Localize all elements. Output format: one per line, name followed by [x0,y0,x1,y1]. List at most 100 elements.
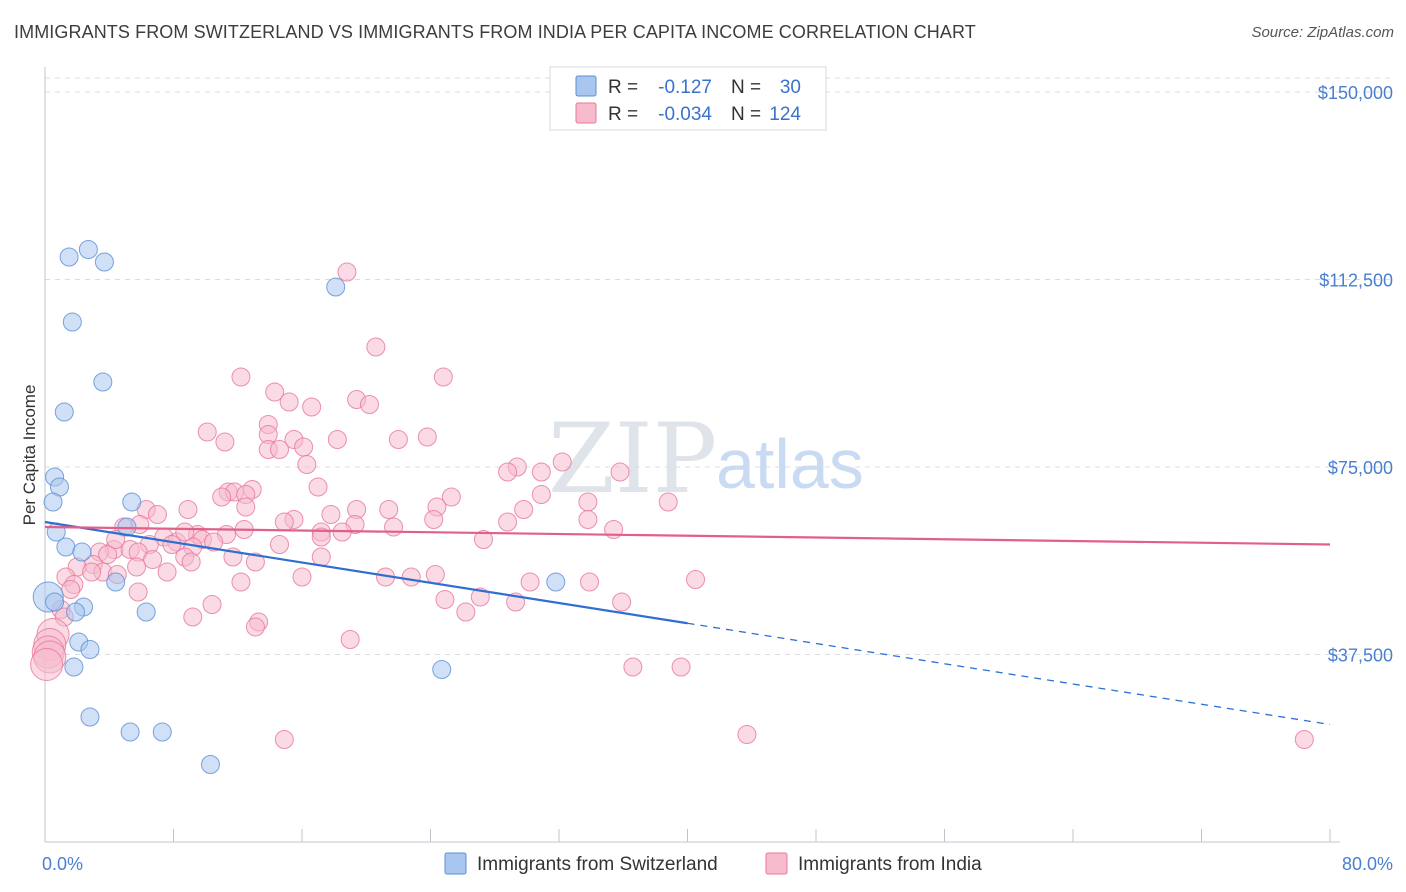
y-tick-label: $37,500 [1328,646,1393,666]
trend-lines [44,520,1331,726]
india-point [202,595,222,614]
axes [44,67,1340,843]
watermark: ZIP atlas [548,403,864,515]
switzerland-point [45,592,65,612]
switzerland-point [93,372,113,392]
switzerland-point [64,657,84,677]
india-point [441,487,461,507]
india-point [366,337,386,357]
india-point [379,500,399,519]
india-point [498,512,518,532]
legend-n-value-india: 124 [769,104,801,125]
india-point [308,477,328,497]
trend-line-india [44,525,1331,546]
india-point [127,557,147,577]
india-point [265,382,285,402]
india-point [147,505,167,524]
india-point [294,437,314,457]
switzerland-point [120,722,140,742]
india-point [181,552,201,572]
x-ticks [44,829,1331,842]
india-point [359,395,379,414]
legend-r-value-india: -0.034 [658,104,712,125]
legend-n-value-switzerland: 30 [780,77,801,98]
switzerland-point [80,707,100,727]
india-point [270,535,290,554]
india-point [231,572,251,592]
india-point [337,262,357,282]
trend-line-switzerland-extrapolated [687,622,1331,726]
india-point [531,462,551,482]
india-point [578,510,598,529]
switzerland-point [94,252,114,272]
switzerland-point [200,755,220,774]
india-point [215,432,235,452]
india-point [433,367,453,387]
india-point [520,572,540,592]
switzerland-point [78,240,98,259]
switzerland-point [546,572,566,592]
legend-r-label-switzerland: R = [608,77,638,98]
x-tick-label-max: 80.0% [1342,854,1393,874]
y-tick-labels: $37,500 $75,000 $112,500 $150,000 [1318,83,1393,666]
india-point [425,565,445,584]
india-point [686,570,706,589]
india-point [98,545,118,564]
legend-n-label-switzerland: N = [731,77,761,98]
india-point [327,430,347,449]
y-axis-label: Per Capita Income [20,385,39,526]
india-point [197,422,217,442]
india-point [61,580,81,599]
india-point [212,487,232,507]
india-point [274,730,294,749]
india-point [128,582,148,602]
switzerland-point [326,277,346,297]
india-point [580,572,600,592]
india-point [435,590,455,609]
india-point [384,517,404,537]
india-point [623,657,643,677]
india-point [30,648,64,681]
india-point [531,485,551,504]
series-legend: Immigrants from Switzerland Immigrants f… [444,852,982,875]
india-point [340,630,360,649]
india-point [245,552,265,572]
india-point [178,500,198,519]
india-point [474,530,494,549]
india-point [270,440,290,459]
india-point [1294,730,1314,749]
india-point [417,427,437,447]
india-point [297,455,317,474]
switzerland-point [72,542,92,562]
india-point [106,530,126,549]
india-point [311,527,331,547]
watermark-zip: ZIP [548,403,717,515]
switzerland-point [80,640,100,659]
india-series [30,262,1314,749]
india-point [658,492,678,512]
switzerland-point [54,402,74,422]
india-point [578,492,598,512]
india-point [183,607,203,627]
india-point [236,497,256,517]
india-point [612,592,632,612]
india-point [610,462,630,482]
switzerland-point [62,312,82,332]
legend-swatch-india [575,102,597,124]
legend-r-label-india: R = [608,104,638,125]
india-point [204,532,224,552]
switzerland-point [59,247,79,267]
watermark-atlas: atlas [716,425,864,503]
switzerland-point [56,537,76,557]
india-point [231,367,251,387]
india-point [292,567,312,587]
series-label-india: Immigrants from India [798,854,982,875]
switzerland-point [122,492,142,512]
india-point [274,512,294,532]
x-tick-label-min: 0.0% [42,854,83,874]
india-point [279,392,299,412]
series-swatch-india [765,852,788,875]
india-point [470,587,490,607]
india-point [671,657,691,677]
